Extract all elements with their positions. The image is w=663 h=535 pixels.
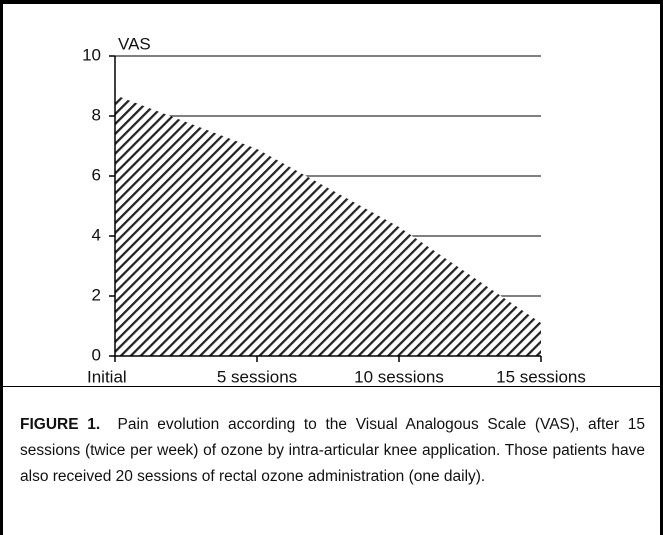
x-tick-label: 10 sessions [354, 367, 444, 386]
x-tick-label: 5 sessions [217, 367, 297, 386]
y-tick-label: 10 [82, 45, 101, 64]
caption-label: FIGURE 1. [20, 416, 101, 433]
x-tick-label: 15 sessions [496, 367, 586, 386]
caption-text: Pain evolution according to the Visual A… [20, 416, 645, 485]
x-tick-label: Initial [87, 367, 127, 386]
y-tick-label: 2 [92, 285, 101, 304]
separator [3, 386, 663, 387]
y-tick-label: 6 [92, 165, 101, 184]
chart: VAS 0 2 4 6 8 10 Initial 5 sessions 10 sessions 1… [82, 34, 586, 386]
area [115, 95, 541, 356]
y-tick-label: 0 [92, 345, 101, 364]
caption: FIGURE 1. Pain evolution according to th… [20, 412, 645, 490]
y-tick-label: 4 [92, 225, 101, 244]
y-axis-label: VAS [118, 34, 151, 53]
y-tick-label: 8 [92, 105, 101, 124]
